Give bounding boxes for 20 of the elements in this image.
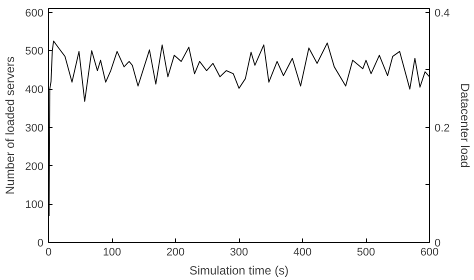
y2-tick-label: 0.4 [434,7,450,20]
x-tick-label: 0 [45,246,52,258]
y-tick-label: 300 [25,122,44,134]
y-tick-label: 100 [25,199,44,212]
y-axis-title: Number of loaded servers [3,56,18,195]
y-tick-label: 200 [25,160,44,173]
x-tick-label: 500 [356,246,376,258]
x-tick-label: 100 [102,246,122,258]
y2-axis-title: Datacenter load [458,83,472,168]
x-tick-label: 200 [166,246,185,258]
y-tick-label: 600 [25,7,44,20]
y2-tick-label: 0 [434,238,441,250]
x-tick-label: 400 [293,246,312,258]
x-tick-label: 300 [230,246,248,258]
x-tick-label: 600 [420,246,439,258]
y-tick-label: 0 [37,238,44,250]
y-tick-label: 400 [25,84,44,96]
x-axis-title: Simulation time (s) [189,264,289,278]
y2-tick-label: 0.2 [434,122,450,134]
y-tick-label: 500 [25,46,44,58]
